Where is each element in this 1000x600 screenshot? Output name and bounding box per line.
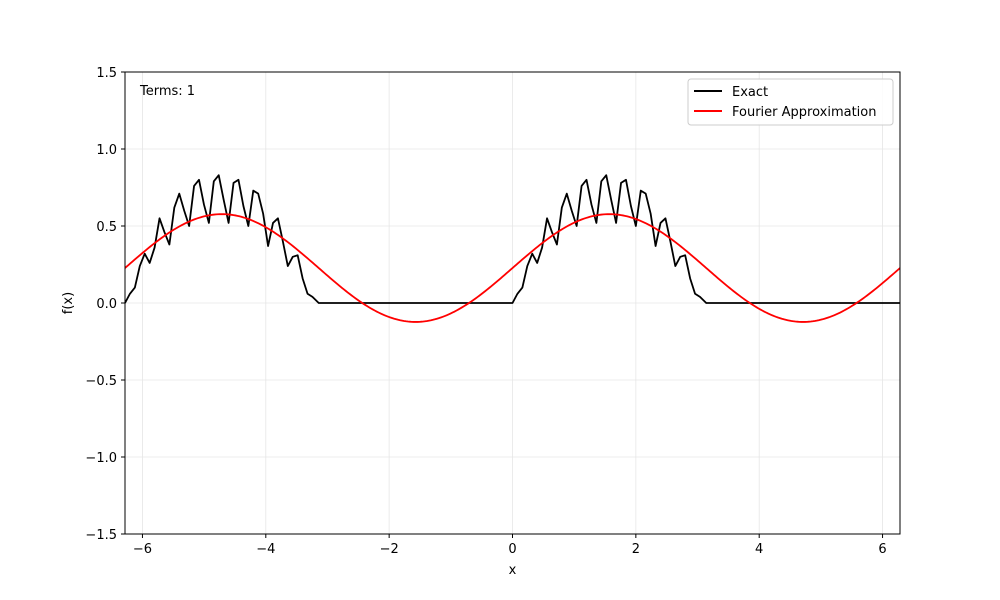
y-ticks: −1.5 −1.0 −0.5 0.0 0.5 1.0 1.5 <box>85 66 125 543</box>
x-axis-label: x <box>509 563 517 578</box>
x-tick-label: 0 <box>508 542 516 557</box>
legend-label-exact: Exact <box>732 85 768 100</box>
x-ticks: −6 −4 −2 0 2 4 6 <box>133 534 887 557</box>
series-line-exact <box>124 174 900 304</box>
x-tick-label: 4 <box>755 542 763 557</box>
x-tick-label: −4 <box>256 542 275 557</box>
legend-box <box>687 78 894 126</box>
y-tick-label: 1.5 <box>96 66 117 81</box>
y-tick-label: 0.0 <box>96 297 117 312</box>
y-tick-label: −1.5 <box>85 528 117 543</box>
y-axis-label: f(x) <box>61 292 76 314</box>
y-tick-label: −1.0 <box>85 451 117 466</box>
y-tick-label: 0.5 <box>96 220 117 235</box>
series-layer <box>124 174 901 323</box>
x-tick-label: 2 <box>632 542 640 557</box>
x-tick-label: −6 <box>133 542 152 557</box>
legend: Exact Fourier Approximation <box>687 78 894 126</box>
x-tick-label: −2 <box>380 542 399 557</box>
terms-annotation: Terms: 1 <box>139 84 195 99</box>
y-tick-label: 1.0 <box>96 143 117 158</box>
series-line-fourier <box>124 213 901 323</box>
legend-label-fourier: Fourier Approximation <box>732 105 877 120</box>
x-tick-label: 6 <box>878 542 886 557</box>
y-tick-label: −0.5 <box>85 374 117 389</box>
